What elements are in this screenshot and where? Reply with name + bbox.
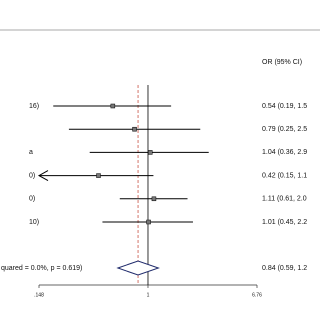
point-estimate: [96, 173, 101, 178]
point-estimate: [151, 196, 157, 202]
study-label: 16): [29, 103, 39, 110]
value-label: 1.01 (0.45, 2.2: [262, 219, 307, 226]
value-label: 0.79 (0.25, 2.5: [262, 126, 307, 133]
x-tick-label: 6.76: [252, 292, 262, 298]
value-label: 1.11 (0.61, 2.0: [262, 196, 307, 203]
value-label: 0.54 (0.19, 1.5: [262, 103, 307, 110]
x-tick-label: 1: [147, 292, 150, 298]
study-label: 10): [29, 219, 39, 226]
study-label: 0): [29, 196, 35, 203]
column-header: OR (95% CI): [262, 59, 302, 66]
x-tick-label: .148: [34, 292, 44, 298]
overall-label: quared = 0.0%, p = 0.619): [1, 265, 82, 272]
value-label: 0.42 (0.15, 1.1: [262, 172, 307, 179]
ci-arrow: [37, 170, 49, 182]
overall-value-label: 0.84 (0.59, 1.2: [262, 265, 307, 272]
point-estimate: [146, 219, 151, 225]
point-estimate: [147, 150, 153, 155]
overall-diamond: [116, 260, 160, 276]
study-label: 0): [29, 172, 35, 179]
study-label: a: [29, 149, 33, 156]
point-estimate: [110, 103, 116, 109]
value-label: 1.04 (0.36, 2.9: [262, 149, 307, 156]
point-estimate: [132, 126, 137, 132]
